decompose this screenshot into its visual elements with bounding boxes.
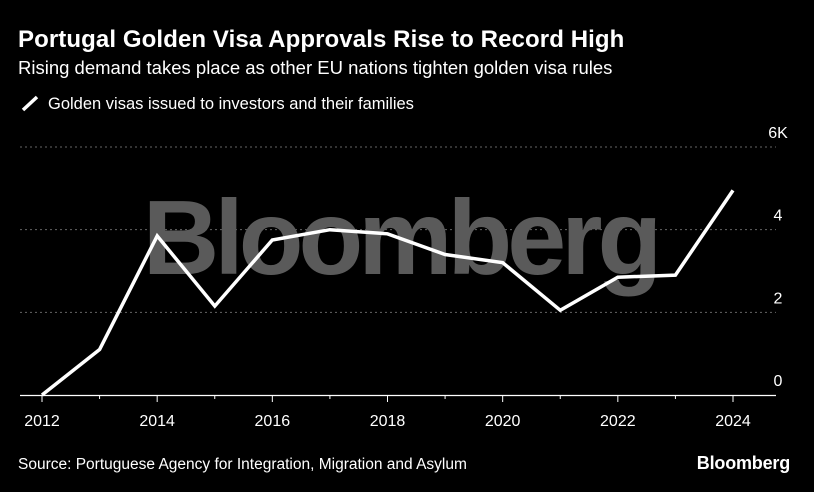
series-layer [40,189,735,397]
x-tick-label: 2022 [600,413,636,430]
y-tick-label: 4 [774,208,783,225]
y-tick-label: 2 [774,290,783,307]
x-tick-label: 2020 [485,413,521,430]
y-axis: 0 2 4 6K [768,125,788,390]
y-tick-label: 0 [774,373,783,390]
x-tick-label: 2018 [370,413,406,430]
y-tick-label: 6K [768,125,788,142]
x-axis: 2012 2014 2016 2018 2020 2022 2024 [20,394,776,430]
chart-title: Portugal Golden Visa Approvals Rise to R… [18,26,625,53]
x-tick-label: 2024 [715,413,751,430]
x-tick-label: 2012 [24,413,60,430]
chart-subtitle: Rising demand takes place as other EU na… [18,57,613,78]
legend-label: Golden visas issued to investors and the… [48,94,414,113]
source-note: Source: Portuguese Agency for Integratio… [18,456,467,473]
bloomberg-logo: Bloomberg [696,453,790,473]
legend: Golden visas issued to investors and the… [20,94,414,114]
x-tick-label: 2016 [255,413,291,430]
legend-line-icon [20,94,42,114]
grid-lines [20,146,776,313]
x-tick-label: 2014 [139,413,175,430]
